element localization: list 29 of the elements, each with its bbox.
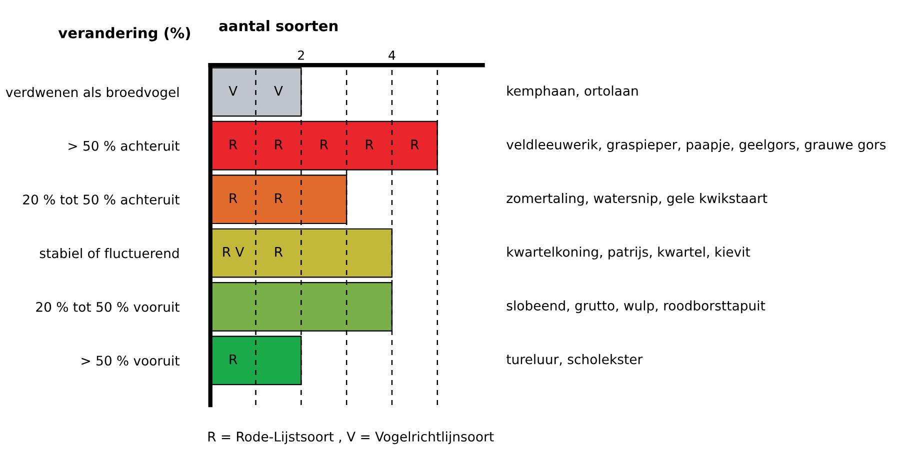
annotation: R [366, 140, 374, 150]
annotation: R [230, 354, 238, 364]
annotation: R [230, 140, 238, 150]
annotation: R [320, 140, 328, 150]
text: veldleeuwerik, graspieper, paapje, geelgors, grauwe gors [506, 139, 886, 152]
y-tick-label: stabiel of fluctuerend [40, 248, 179, 258]
y-tick-label: verdwenen als broedvogel [6, 86, 179, 100]
annotation: R [275, 193, 283, 203]
text: R = Rode-Lijstsoort , V = Vogelrichtlijnsoort [208, 431, 494, 444]
x-tick-label: 2 [298, 50, 304, 60]
x-tick-label: 4 [388, 50, 396, 60]
x-axis-title: aantal soorten [219, 20, 338, 32]
annotation: R [411, 140, 419, 150]
y-tick-label: > 50 % vooruit [82, 355, 180, 366]
text: kwartelkoning, patrijs, kwartel, kievit [507, 246, 750, 260]
annotation: R V [223, 247, 244, 257]
text: slobeend, grutto, wulp, roodborsttapuit [506, 300, 766, 314]
text: kemphaan, ortolaan [507, 86, 638, 98]
y-axis-title: verandering (%) [58, 27, 190, 42]
y-tick-label: 20 % tot 50 % achteruit [23, 194, 180, 205]
annotation: R [275, 140, 283, 150]
annotation: R [230, 193, 238, 203]
y-tick-label: 20 % tot 50 % vooruit [36, 302, 180, 312]
annotation: R [275, 247, 283, 257]
annotation: V [274, 86, 283, 96]
annotation: V [228, 86, 238, 96]
text: tureluur, scholekster [506, 354, 643, 366]
text: zomertaling, watersnip, gele kwikstaart [506, 192, 768, 206]
y-tick-label: > 50 % achteruit [68, 140, 180, 151]
